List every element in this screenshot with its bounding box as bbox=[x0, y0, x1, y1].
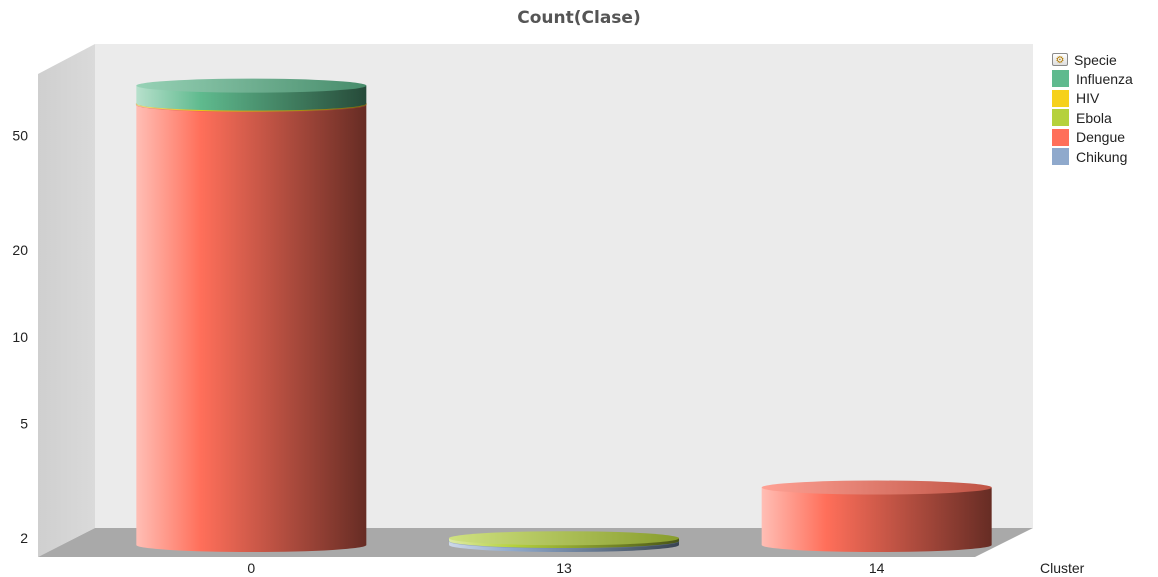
y-tick-label: 5 bbox=[20, 416, 28, 432]
x-tick-label: 0 bbox=[247, 560, 255, 576]
legend-item[interactable]: HIV bbox=[1052, 89, 1133, 109]
bar-segment[interactable] bbox=[136, 78, 367, 111]
legend-label: Influenza bbox=[1076, 70, 1133, 87]
bar-segment[interactable] bbox=[135, 97, 367, 552]
bar-segment[interactable] bbox=[449, 531, 679, 548]
y-tick-label: 10 bbox=[12, 329, 28, 345]
legend-label: Dengue bbox=[1076, 129, 1126, 146]
y-tick-label: 20 bbox=[12, 242, 28, 258]
y-tick-label: 50 bbox=[12, 128, 28, 144]
legend-swatch bbox=[1052, 128, 1069, 146]
chart-title: Count(Clase) bbox=[517, 8, 641, 28]
legend[interactable]: ⚙ Specie Influenza HIV Ebola Dengue Chikung bbox=[1052, 50, 1133, 167]
legend-swatch bbox=[1052, 70, 1069, 88]
legend-label: HIV bbox=[1076, 90, 1100, 107]
legend-item[interactable]: Ebola bbox=[1052, 108, 1133, 128]
legend-swatch bbox=[1052, 89, 1069, 107]
legend-item[interactable]: Influenza bbox=[1052, 69, 1133, 89]
legend-menu-icon[interactable]: ⚙ bbox=[1052, 53, 1068, 66]
x-tick-label: 13 bbox=[556, 560, 572, 576]
x-axis-label: Cluster bbox=[1040, 560, 1085, 576]
legend-item[interactable]: Chikung bbox=[1052, 147, 1133, 167]
plot-left-wall bbox=[38, 44, 95, 557]
x-tick-label: 14 bbox=[869, 560, 885, 576]
legend-item[interactable]: Dengue bbox=[1052, 128, 1133, 148]
y-tick-label: 2 bbox=[20, 530, 28, 546]
legend-label: Chikung bbox=[1076, 148, 1128, 165]
legend-label: Ebola bbox=[1076, 109, 1112, 126]
bar-segment[interactable] bbox=[761, 480, 992, 552]
legend-swatch bbox=[1052, 148, 1069, 166]
legend-header[interactable]: ⚙ Specie bbox=[1052, 50, 1133, 69]
legend-swatch bbox=[1052, 109, 1069, 127]
legend-title: Specie bbox=[1074, 51, 1117, 68]
